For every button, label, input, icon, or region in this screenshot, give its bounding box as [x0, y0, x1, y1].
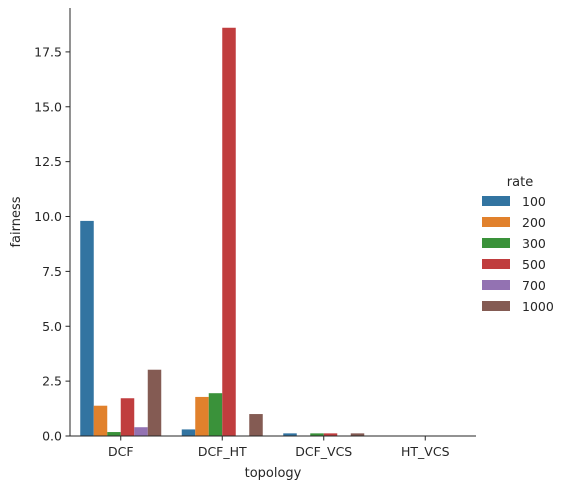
legend-title: rate	[507, 175, 533, 190]
bar-dcf-ht-rate-500	[222, 27, 236, 436]
bar-dcf-vcs-rate-300	[310, 433, 324, 436]
x-tick-label: DCF_VCS	[295, 444, 352, 459]
legend-label-700: 700	[522, 278, 546, 293]
bar-dcf-vcs-rate-100	[283, 433, 297, 436]
bar-dcf-rate-300	[107, 432, 121, 436]
y-tick-label: 5.0	[42, 319, 62, 334]
legend-swatch-1000	[482, 301, 510, 311]
legend-label-100: 100	[522, 194, 546, 209]
bar-dcf-rate-100	[80, 220, 94, 436]
legend-swatch-700	[482, 280, 510, 290]
y-tick-label: 0.0	[42, 429, 62, 444]
y-axis-title: fairness	[9, 196, 24, 247]
y-tick-label: 15.0	[34, 99, 62, 114]
legend-swatch-100	[482, 196, 510, 206]
bar-dcf-rate-1000	[147, 369, 162, 436]
y-tick-label: 7.5	[42, 264, 62, 279]
legend-label-200: 200	[522, 215, 546, 230]
bar-dcf-ht-rate-100	[181, 429, 196, 436]
legend-label-500: 500	[522, 257, 546, 272]
legend-swatch-300	[482, 238, 510, 248]
bar-dcf-rate-700	[134, 427, 148, 436]
bars	[80, 27, 365, 436]
x-tick-label: DCF_HT	[198, 444, 247, 459]
bar-dcf-vcs-rate-500	[323, 433, 338, 436]
x-axis-ticks: DCF DCF_HT DCF_VCS HT_VCS	[108, 436, 450, 459]
bar-dcf-ht-rate-1000	[249, 414, 263, 436]
legend-swatch-500	[482, 259, 510, 269]
legend-label-300: 300	[522, 236, 546, 251]
x-tick-label: HT_VCS	[401, 444, 450, 459]
x-tick-label: DCF	[108, 444, 134, 459]
legend-label-1000: 1000	[522, 299, 554, 314]
y-axis-ticks: 0.0 2.5 5.0 7.5 10.0 12.5 15.0 17.5	[34, 44, 70, 444]
legend-swatch-200	[482, 217, 510, 227]
y-tick-label: 12.5	[34, 154, 62, 169]
bar-dcf-vcs-rate-1000	[350, 433, 365, 436]
bar-dcf-ht-rate-300	[208, 393, 223, 436]
y-tick-label: 17.5	[34, 44, 62, 59]
bar-dcf-rate-200	[93, 405, 108, 436]
bar-dcf-rate-500	[120, 398, 135, 436]
x-axis-title: topology	[245, 466, 302, 481]
y-tick-label: 2.5	[42, 374, 62, 389]
legend: rate 100 200 300 500 700 1000	[482, 175, 554, 314]
y-tick-label: 10.0	[34, 209, 62, 224]
bar-dcf-ht-rate-200	[195, 396, 209, 436]
